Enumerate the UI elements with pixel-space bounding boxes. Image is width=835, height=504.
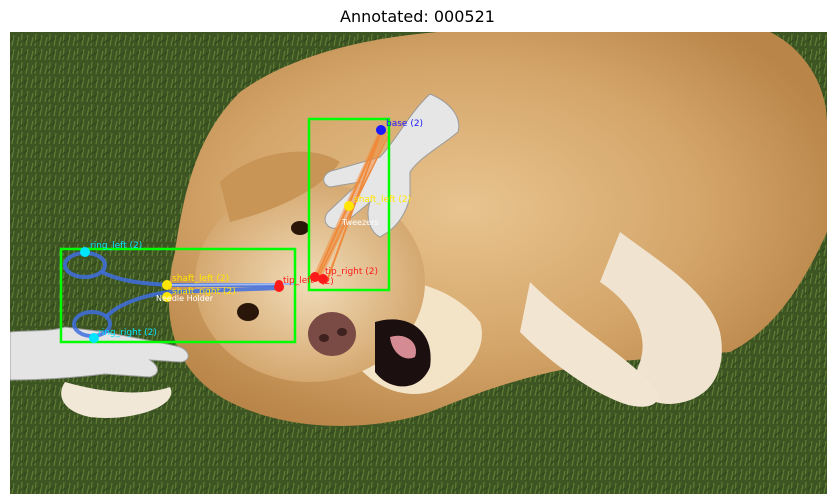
label-shaft-left-nh: shaft_left (2) [172, 274, 229, 284]
dog [61, 32, 827, 426]
kp-shaft-left-nh [162, 280, 172, 290]
kp-tip-right-tw [318, 274, 328, 284]
label-needle-holder: Needle Holder [156, 294, 214, 303]
tweezers-bbox [307, 117, 391, 292]
label-ring-left: ring_left (2) [90, 241, 142, 251]
kp-tip-right-nh [275, 280, 283, 288]
kp-shaft-left-tw [344, 201, 354, 211]
kp-ring-left [80, 247, 90, 257]
label-tip-right-tw: tip_right (2) [325, 267, 378, 277]
label-base: base (2) [386, 119, 423, 129]
glove-hand-left [10, 326, 189, 381]
label-tip-left-tw: (2) [321, 277, 334, 287]
needle-holder-bbox [59, 247, 297, 344]
kp-ring-right [89, 333, 99, 343]
label-ring-right: ring_right (2) [98, 328, 157, 338]
photo-canvas: ring_left (2) ring_right (2) shaft_left … [10, 32, 827, 494]
glove-hand-right [323, 93, 460, 238]
kp-base [376, 125, 386, 135]
label-shaft-right-nh: shaft_right (2) [172, 287, 236, 297]
kp-shaft-right-nh [162, 292, 172, 302]
label-shaft-left-tw: shaft_left (2) [354, 195, 411, 205]
label-tweezers: Tweezers [341, 218, 379, 227]
annotated-photo: ring_left (2) ring_right (2) shaft_left … [10, 32, 827, 494]
image-title: Annotated: 000521 [340, 7, 495, 26]
label-tip-left-nh: tip_left [283, 276, 314, 286]
kp-tip-left-tw [310, 272, 320, 282]
